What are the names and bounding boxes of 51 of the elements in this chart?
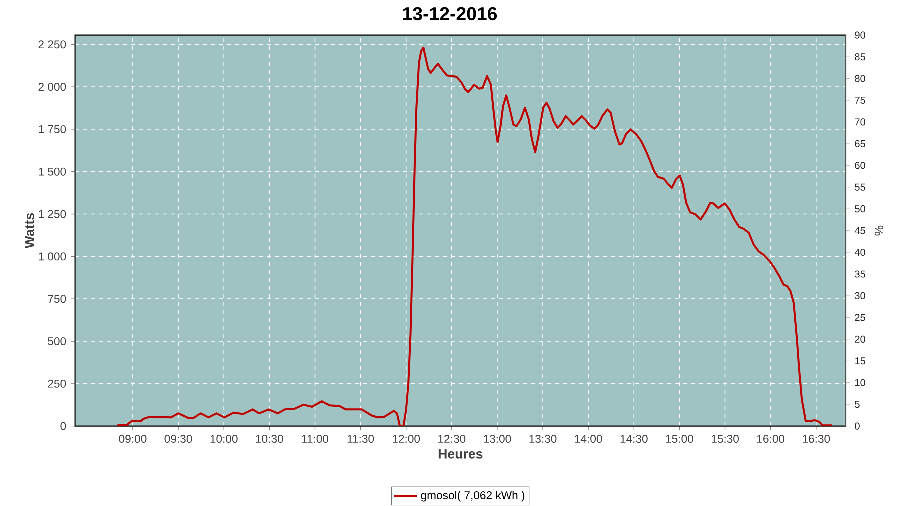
- y2-tick-label: 65: [855, 140, 866, 148]
- x-tick-label: 15:30: [712, 435, 739, 444]
- y2-tick-label: 45: [854, 227, 866, 234]
- y-tick-label: 1 750: [39, 126, 66, 134]
- y2-tick-label: 35: [855, 270, 866, 278]
- y2-tick-label: 15: [855, 358, 866, 365]
- y2-tick-label: 25: [855, 314, 866, 322]
- legend-label: gmosol( 7,062 kWh ): [421, 491, 525, 502]
- x-tick-label: 13:00: [484, 435, 512, 444]
- y-tick-label: 0: [60, 422, 66, 430]
- y2-tick-label: 75: [855, 97, 866, 104]
- x-tick-label: 11:00: [302, 435, 329, 444]
- y2-tick-label: 80: [855, 75, 866, 82]
- x-tick-label: 16:30: [803, 435, 830, 444]
- y-tick-label: 2 250: [38, 40, 66, 49]
- y2-tick-label: 60: [855, 162, 866, 170]
- x-tick-label: 11:30: [348, 435, 374, 444]
- y2-tick-label: 30: [855, 292, 866, 300]
- y-tick-label: 1 500: [39, 168, 66, 176]
- y-tick-label: 750: [48, 295, 66, 304]
- chart-title: 13-12-2016: [403, 8, 498, 21]
- line-series: [116, 47, 834, 426]
- x-axis-title: Heures: [438, 450, 483, 459]
- x-tick-label: 12:30: [438, 435, 466, 444]
- y2-tick-label: 5: [855, 401, 860, 408]
- y2-tick-label: 55: [855, 184, 866, 192]
- y-axis-title: Watts: [25, 214, 34, 249]
- y-tick-label: 1 250: [39, 210, 66, 218]
- y2-tick-label: 90: [855, 32, 866, 40]
- y-tick-label: 1 000: [39, 252, 66, 261]
- y-tick-label: 500: [48, 338, 66, 346]
- y2-tick-label: 40: [854, 249, 866, 256]
- x-tick-label: 10:30: [256, 435, 284, 444]
- x-tick-label: 14:00: [575, 435, 602, 444]
- x-tick-label: 12:00: [393, 435, 420, 444]
- x-tick-label: 16:00: [758, 435, 785, 444]
- y-tick-label: 2 000: [38, 83, 66, 92]
- y2-axis-title: %: [875, 226, 884, 236]
- x-tick-label: 13:30: [530, 435, 557, 444]
- y2-tick-label: 0: [855, 422, 860, 430]
- x-tick-label: 09:30: [164, 435, 192, 444]
- x-tick-label: 14:30: [620, 435, 648, 444]
- y2-tick-label: 70: [855, 118, 866, 126]
- y2-tick-label: 10: [855, 379, 866, 387]
- x-tick-label: 15:00: [666, 435, 694, 444]
- y2-tick-label: 85: [855, 54, 866, 61]
- x-tick-label: 10:00: [210, 435, 238, 444]
- y2-tick-label: 20: [855, 336, 866, 344]
- y2-tick-label: 50: [855, 206, 866, 213]
- y-tick-label: 250: [48, 380, 66, 388]
- x-tick-label: 09:00: [119, 435, 147, 444]
